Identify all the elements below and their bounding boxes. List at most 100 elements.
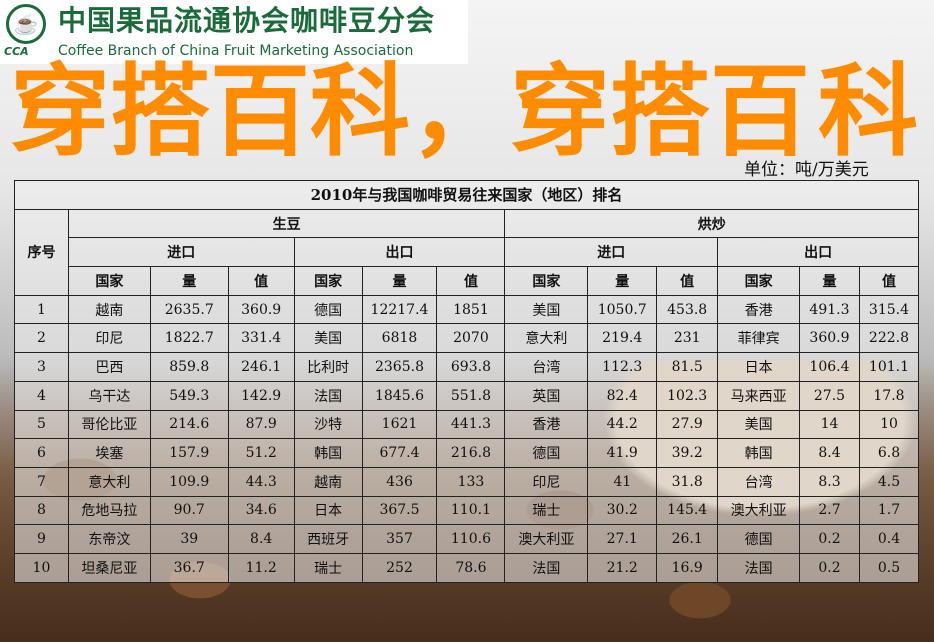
table-cell: 859.8 [149, 352, 229, 382]
table-cell: 印尼 [504, 466, 589, 497]
column-header: 量 [587, 266, 658, 296]
table-cell: 216.8 [436, 438, 506, 468]
table-cell: 越南 [67, 294, 151, 325]
table-cell: 441.3 [436, 409, 506, 440]
table-cell: 台湾 [717, 466, 800, 497]
table-cell: 39 [149, 524, 229, 554]
table-cell: 246.1 [227, 352, 295, 382]
table-cell: 1 [14, 294, 69, 325]
table-row: 4 乌干达 549.3 142.9 法国 1845.6 551.8 英国 82.4 102.3 马来… [14, 380, 920, 411]
table-cell: 1845.6 [361, 380, 438, 411]
table-cell: 澳大利亚 [504, 524, 589, 554]
table-cell: 219.4 [587, 323, 658, 354]
table-cell: 6.8 [858, 438, 920, 468]
table-row: 6 埃塞 157.9 51.2 韩国 677.4 216.8 德国 41.9 39.2 韩国 8.4 6… [14, 438, 920, 468]
table-cell: 44.3 [227, 466, 295, 497]
table-cell: 德国 [717, 524, 800, 554]
table-cell: 法国 [293, 380, 363, 411]
table-cell: 360.9 [227, 294, 295, 325]
table-cell: 哥伦比亚 [67, 409, 151, 440]
table-cell: 日本 [717, 352, 800, 382]
subgroup-header: 出口 [293, 237, 506, 268]
column-header: 值 [656, 266, 719, 296]
table-cell: 39.2 [656, 438, 719, 468]
unit-label: 单位：吨/万美元 [744, 160, 869, 180]
table-cell: 3 [14, 352, 69, 382]
table-cell: 2365.8 [361, 352, 438, 382]
table-cell: 549.3 [149, 380, 229, 411]
table-cell: 德国 [293, 294, 363, 325]
table-cell: 41.9 [587, 438, 658, 468]
table-cell: 1822.7 [149, 323, 229, 354]
table-cell: 2070 [436, 323, 506, 354]
table-cell: 101.1 [858, 352, 920, 382]
table-cell: 0.5 [858, 552, 920, 583]
table-cell: 2.7 [799, 495, 860, 526]
table-cell: 巴西 [67, 352, 151, 382]
table-cell: 10 [858, 409, 920, 440]
table-cell: 法国 [504, 552, 589, 583]
table-cell: 8.4 [799, 438, 860, 468]
column-header: 国家 [504, 266, 589, 296]
table-cell: 澳大利亚 [717, 495, 800, 526]
table-cell: 357 [361, 524, 438, 554]
table-cell: 102.3 [656, 380, 719, 411]
table-cell: 16.9 [656, 552, 719, 583]
table-row: 7 意大利 109.9 44.3 越南 436 133 印尼 41 31.8 台湾 8.3 4.5 [14, 466, 920, 497]
table-cell: 110.1 [436, 495, 506, 526]
table-cell: 21.2 [587, 552, 658, 583]
table-cell: 4.5 [858, 466, 920, 497]
table-cell: 东帝汶 [67, 524, 151, 554]
subgroup-header: 进口 [504, 237, 719, 268]
table-cell: 埃塞 [67, 438, 151, 468]
table-cell: 瑞士 [504, 495, 589, 526]
watermark-text-wrap: 科 [818, 53, 918, 170]
table-cell: 9 [14, 524, 69, 554]
table-cell: 韩国 [717, 438, 800, 468]
table-cell: 8.4 [227, 524, 295, 554]
column-header: 国家 [717, 266, 800, 296]
table-cell: 法国 [717, 552, 800, 583]
table-cell: 112.3 [587, 352, 658, 382]
table-cell: 109.9 [149, 466, 229, 497]
table-cell: 27.1 [587, 524, 658, 554]
table-cell: 德国 [504, 438, 589, 468]
table-cell: 453.8 [656, 294, 719, 325]
table-row: 1 越南 2635.7 360.9 德国 12217.4 1851 美国 1050.7 453.8… [14, 294, 920, 325]
table-row: 10 坦桑尼亚 36.7 11.2 瑞士 252 78.6 法国 21.2 16.9 法国 0.2 0.… [14, 552, 920, 583]
table-cell: 331.4 [227, 323, 295, 354]
table-cell: 81.5 [656, 352, 719, 382]
table-cell: 10 [14, 552, 69, 583]
table-cell: 0.2 [799, 552, 860, 583]
table-cell: 8 [14, 495, 69, 526]
table-cell: 危地马拉 [67, 495, 151, 526]
table-cell: 51.2 [227, 438, 295, 468]
table-cell: 越南 [293, 466, 363, 497]
group-header: 生豆 [67, 208, 506, 239]
table-cell: 0.4 [858, 524, 920, 554]
table-cell: 2635.7 [149, 294, 229, 325]
table-cell: 90.7 [149, 495, 229, 526]
logo-title-cn: 中国果品流通协会咖啡豆分会 [58, 4, 436, 37]
table-cell: 美国 [504, 294, 589, 325]
table-cell: 491.3 [799, 294, 860, 325]
table-cell: 315.4 [858, 294, 920, 325]
table-cell: 34.6 [227, 495, 295, 526]
table-cell: 8.3 [799, 466, 860, 497]
table-cell: 5 [14, 409, 69, 440]
column-header: 值 [436, 266, 506, 296]
table-cell: 17.8 [858, 380, 920, 411]
logo-abbr: CCA [4, 45, 29, 58]
table-cell: 日本 [293, 495, 363, 526]
table-cell: 31.8 [656, 466, 719, 497]
column-header: 量 [361, 266, 438, 296]
table-cell: 145.4 [656, 495, 719, 526]
association-logo: ☕ CCA 中国果品流通协会咖啡豆分会 Coffee Branch of Chi… [0, 0, 468, 64]
table-title: 2010年与我国咖啡贸易往来国家（地区）排名 [14, 180, 919, 210]
table-cell: 78.6 [436, 552, 506, 583]
table-row: 5 哥伦比亚 214.6 87.9 沙特 1621 441.3 香港 44.2 27.9 美国 14 1… [14, 409, 920, 440]
table-cell: 367.5 [361, 495, 438, 526]
logo-title-en: Coffee Branch of China Fruit Marketing A… [58, 43, 414, 59]
table-cell: 1621 [361, 409, 438, 440]
table-cell: 110.6 [436, 524, 506, 554]
